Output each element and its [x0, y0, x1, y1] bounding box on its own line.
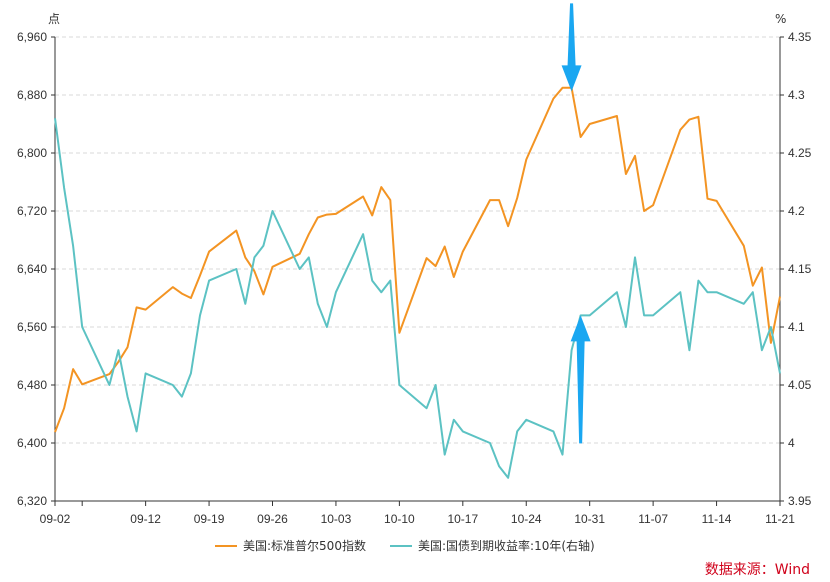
right-tick-label: 4.1	[788, 320, 805, 334]
x-tick-label: 11-21	[765, 512, 795, 526]
x-tick-label: 10-31	[574, 512, 605, 526]
gridlines	[55, 36, 780, 444]
left-axis-unit: 点	[48, 12, 60, 26]
right-tick-label: 4.35	[788, 30, 812, 44]
right-tick-label: 4.05	[788, 378, 812, 392]
x-tick-label: 09-19	[194, 512, 225, 526]
legend-label-2: 美国:国债到期收益率:10年(右轴)	[418, 538, 595, 553]
legend-label-1: 美国:标准普尔500指数	[243, 538, 366, 553]
left-tick-label: 6,880	[17, 88, 47, 102]
left-tick-label: 6,320	[17, 494, 47, 508]
annotation-arrow-2	[570, 315, 591, 444]
series-line-2	[54, 118, 781, 479]
x-tick-label: 09-26	[257, 512, 288, 526]
left-tick-label: 6,640	[17, 262, 47, 276]
x-tick-label: 10-10	[384, 512, 415, 526]
x-tick-label: 10-17	[447, 512, 478, 526]
right-tick-label: 3.95	[788, 494, 812, 508]
x-tick-label: 09-12	[130, 512, 161, 526]
right-tick-label: 4.25	[788, 146, 812, 160]
series-lines	[54, 86, 781, 479]
source-note: 数据来源：Wind	[705, 562, 810, 578]
right-axis-ticks: 3.95 4 4.05 4.1 4.15 4.2 4.25 4.3 4.35	[780, 30, 812, 508]
right-tick-label: 4.15	[788, 262, 812, 276]
left-tick-label: 6,960	[17, 30, 47, 44]
right-axis-unit: %	[775, 12, 786, 26]
annotations	[561, 3, 591, 444]
x-tick-label: 11-07	[638, 512, 668, 526]
x-tick-label: 10-24	[511, 512, 542, 526]
right-tick-label: 4.3	[788, 88, 805, 102]
x-axis-ticks: 09-02 09-12 09-19 09-26 10-03 10-10 10-17 10-24…	[40, 501, 795, 526]
left-tick-label: 6,720	[17, 204, 47, 218]
left-tick-label: 6,800	[17, 146, 47, 160]
x-tick-label: 09-02	[40, 512, 71, 526]
x-tick-label: 11-14	[702, 512, 732, 526]
right-tick-label: 4.2	[788, 204, 805, 218]
left-tick-label: 6,480	[17, 378, 47, 392]
right-tick-label: 4	[788, 436, 795, 450]
series-line-1	[54, 86, 781, 433]
legend: 美国:标准普尔500指数 美国:国债到期收益率:10年(右轴)	[215, 538, 595, 553]
annotation-arrow-1	[561, 3, 582, 92]
left-axis-ticks: 6,320 6,400 6,480 6,560 6,640 6,720 6,800 6,880…	[17, 30, 55, 508]
x-tick-label: 10-03	[321, 512, 352, 526]
left-tick-label: 6,400	[17, 436, 47, 450]
left-tick-label: 6,560	[17, 320, 47, 334]
